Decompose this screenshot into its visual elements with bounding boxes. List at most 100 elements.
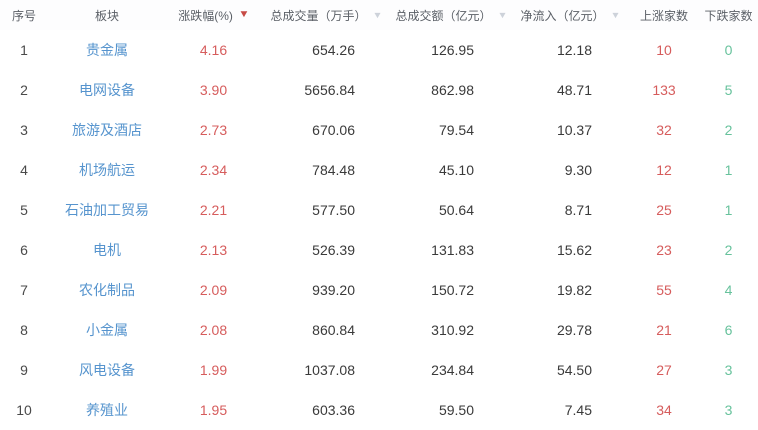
cell-down_count: 4	[724, 282, 733, 298]
cell-up_count: 34	[656, 402, 672, 418]
table-row: 6 电机 2.13 526.39 131.83 15.62 23 2	[0, 230, 758, 270]
sector-link[interactable]: 电机	[93, 242, 121, 258]
sort-inactive-icon[interactable]: ▼	[609, 9, 621, 20]
column-header-label: 涨跌幅(%)	[178, 8, 233, 23]
sector-link[interactable]: 电网设备	[79, 82, 135, 98]
cell-sector: 电机	[48, 230, 166, 270]
sector-link[interactable]: 养殖业	[86, 402, 128, 418]
cell-volume: 526.39	[312, 242, 355, 258]
column-header-change_pct[interactable]: 涨跌幅(%) ▼	[166, 0, 261, 30]
cell-volume: 860.84	[312, 322, 355, 338]
cell-index: 5	[20, 202, 28, 218]
cell-down_count: 5	[724, 82, 733, 98]
cell-sector: 养殖业	[48, 390, 166, 430]
cell-turnover: 45.10	[438, 162, 474, 178]
column-header-label: 总成交量（万手）	[270, 8, 367, 23]
cell-net_inflow: 54.50	[556, 362, 592, 378]
column-header-content: 总成交量（万手） ▼	[270, 7, 383, 24]
cell-turnover: 310.92	[431, 322, 474, 338]
cell-sector: 小金属	[48, 310, 166, 350]
cell-down_count: 6	[724, 322, 733, 338]
table-row: 3 旅游及酒店 2.73 670.06 79.54 10.37 32 2	[0, 110, 758, 150]
sector-link[interactable]: 机场航运	[79, 162, 135, 178]
cell-change_pct: 2.21	[199, 202, 228, 218]
cell-turnover: 862.98	[431, 82, 474, 98]
cell-net_inflow: 48.71	[556, 82, 592, 98]
cell-sector: 农化制品	[48, 270, 166, 310]
sector-link[interactable]: 小金属	[86, 322, 128, 338]
cell-up_count: 25	[656, 202, 672, 218]
cell-volume: 670.06	[312, 122, 355, 138]
column-header-label: 净流入（亿元）	[520, 8, 605, 23]
cell-change_pct: 2.34	[199, 162, 228, 178]
cell-change_pct: 2.13	[199, 242, 228, 258]
table-row: 5 石油加工贸易 2.21 577.50 50.64 8.71 25 1	[0, 190, 758, 230]
column-header-volume[interactable]: 总成交量（万手） ▼	[261, 0, 391, 30]
cell-down_count: 2	[724, 122, 733, 138]
cell-sector: 贵金属	[48, 30, 166, 70]
cell-turnover: 59.50	[438, 402, 474, 418]
cell-turnover: 50.64	[438, 202, 474, 218]
table-header-row: 序号 板块 涨跌幅(%) ▼ 总成交量（万手） ▼ 总成交额（亿元） ▼ 净流入（亿元） ▼ 上涨家…	[0, 0, 758, 30]
table-row: 7 农化制品 2.09 939.20 150.72 19.82 55 4	[0, 270, 758, 310]
column-header-sector: 板块	[48, 0, 166, 30]
table-row: 9 风电设备 1.99 1037.08 234.84 54.50 27 3	[0, 350, 758, 390]
column-header-content: 净流入（亿元） ▼	[520, 7, 621, 24]
cell-volume: 5656.84	[304, 82, 355, 98]
table-row: 1 贵金属 4.16 654.26 126.95 12.18 10 0	[0, 30, 758, 70]
sector-link[interactable]: 贵金属	[86, 42, 128, 58]
cell-sector: 电网设备	[48, 70, 166, 110]
cell-up_count: 32	[656, 122, 672, 138]
cell-index: 9	[20, 362, 28, 378]
cell-net_inflow: 29.78	[556, 322, 592, 338]
column-header-label: 上涨家数	[639, 8, 688, 23]
sort-desc-active-icon[interactable]: ▼	[238, 9, 250, 20]
cell-index: 1	[20, 42, 28, 58]
cell-net_inflow: 12.18	[556, 42, 592, 58]
cell-down_count: 0	[724, 42, 733, 58]
cell-change_pct: 2.09	[199, 282, 228, 298]
cell-volume: 784.48	[312, 162, 355, 178]
cell-net_inflow: 19.82	[556, 282, 592, 298]
sector-link[interactable]: 风电设备	[79, 362, 135, 378]
cell-down_count: 1	[724, 202, 733, 218]
cell-down_count: 3	[724, 402, 733, 418]
cell-net_inflow: 10.37	[556, 122, 592, 138]
cell-change_pct: 4.16	[199, 42, 228, 58]
cell-down_count: 3	[724, 362, 733, 378]
sort-inactive-icon[interactable]: ▼	[496, 9, 508, 20]
column-header-down_count: 下跌家数	[699, 0, 758, 30]
cell-sector: 风电设备	[48, 350, 166, 390]
cell-index: 6	[20, 242, 28, 258]
cell-volume: 939.20	[312, 282, 355, 298]
column-header-turnover[interactable]: 总成交额（亿元） ▼	[391, 0, 511, 30]
cell-net_inflow: 9.30	[564, 162, 592, 178]
sort-inactive-icon[interactable]: ▼	[371, 9, 383, 20]
cell-turnover: 150.72	[431, 282, 474, 298]
cell-net_inflow: 7.45	[564, 402, 592, 418]
cell-change_pct: 3.90	[199, 82, 228, 98]
cell-up_count: 133	[652, 82, 676, 98]
cell-index: 8	[20, 322, 28, 338]
cell-change_pct: 1.95	[199, 402, 228, 418]
cell-volume: 654.26	[312, 42, 355, 58]
column-header-content: 序号	[12, 7, 36, 24]
cell-change_pct: 1.99	[199, 362, 228, 378]
cell-turnover: 126.95	[431, 42, 474, 58]
cell-change_pct: 2.08	[199, 322, 228, 338]
sector-link[interactable]: 农化制品	[79, 282, 135, 298]
cell-sector: 旅游及酒店	[48, 110, 166, 150]
cell-sector: 机场航运	[48, 150, 166, 190]
column-header-net_inflow[interactable]: 净流入（亿元） ▼	[511, 0, 629, 30]
sector-link[interactable]: 石油加工贸易	[65, 202, 149, 218]
sector-link[interactable]: 旅游及酒店	[72, 122, 142, 138]
column-header-up_count: 上涨家数	[629, 0, 699, 30]
column-header-content: 板块	[95, 7, 119, 24]
cell-down_count: 2	[724, 242, 733, 258]
column-header-content: 上涨家数	[640, 7, 688, 24]
table-row: 2 电网设备 3.90 5656.84 862.98 48.71 133 5	[0, 70, 758, 110]
cell-up_count: 27	[656, 362, 672, 378]
cell-turnover: 79.54	[438, 122, 474, 138]
cell-change_pct: 2.73	[199, 122, 228, 138]
cell-turnover: 131.83	[431, 242, 474, 258]
